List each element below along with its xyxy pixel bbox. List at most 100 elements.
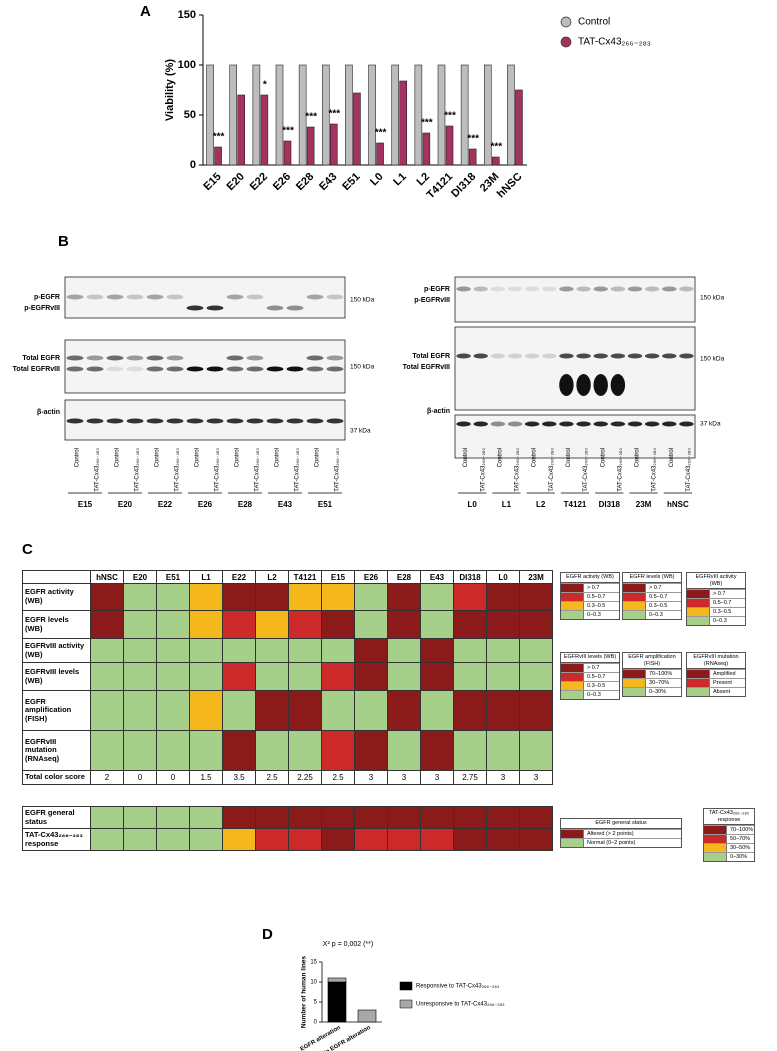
blot-band	[662, 286, 677, 292]
blot-band	[593, 286, 608, 292]
legend-item: 30–70%	[623, 678, 681, 688]
legend-item: 0.5–0.7	[687, 598, 745, 608]
column-header: E43	[420, 570, 454, 584]
color-cell	[486, 583, 520, 611]
blot-band	[593, 353, 608, 359]
color-cell	[354, 690, 388, 731]
color-cell	[486, 690, 520, 731]
color-cell	[222, 806, 256, 829]
color-cell	[453, 730, 487, 771]
column-header: E26	[354, 570, 388, 584]
blot-band	[286, 418, 304, 424]
legend-label: 0.3–0.5	[713, 609, 732, 616]
legend-label: TAT-Cx43₂₆₆₋₂₈₃	[578, 37, 651, 48]
color-cell	[288, 806, 322, 829]
score-cell: 3	[519, 770, 553, 785]
color-cell	[420, 806, 454, 829]
legend-swatch	[561, 829, 584, 838]
blot-band	[66, 366, 84, 372]
blot-band	[306, 418, 324, 424]
panel-label: D	[262, 926, 273, 943]
legend-item: > 0.7	[561, 662, 619, 672]
bar	[345, 64, 353, 166]
color-cell	[156, 690, 190, 731]
lane-label: Control	[532, 448, 538, 467]
blot-band	[576, 286, 591, 292]
blot-band	[627, 421, 643, 427]
legend-swatch	[704, 844, 727, 853]
bar	[260, 94, 269, 166]
color-cell	[123, 610, 157, 639]
color-cell	[222, 662, 256, 691]
blot-band	[490, 353, 506, 359]
column-header: L1	[189, 570, 223, 584]
legend-item: 70–100%	[623, 669, 681, 679]
blot-band	[524, 286, 540, 292]
score-cell: 3	[387, 770, 421, 785]
color-cell	[189, 806, 223, 829]
bar	[321, 64, 330, 166]
legend-title: EGFRvIII levels (WB)	[561, 653, 619, 663]
blot-band	[576, 421, 591, 427]
lane-label: TAT-Cx43₂₆₆₋₂₈₃	[175, 447, 181, 491]
blot-band	[456, 353, 471, 359]
color-cell	[222, 638, 256, 663]
blot-band	[66, 418, 84, 424]
blot-row-label: p-EGFRvIII	[414, 297, 450, 304]
lane-label: Control	[635, 448, 641, 467]
blot-band	[456, 421, 471, 427]
blot-band	[306, 294, 324, 300]
lane-label: Control	[315, 448, 321, 467]
color-cell	[222, 730, 256, 771]
blot-band	[126, 418, 144, 424]
group-label: T4121	[564, 500, 587, 509]
x-tick-label: E22	[248, 171, 270, 193]
legend-swatch	[560, 16, 572, 28]
blot-band	[627, 353, 643, 359]
legend-swatch	[561, 838, 584, 847]
color-cell	[387, 806, 421, 829]
legend-title: EGFR general status	[561, 819, 681, 829]
column-header: E20	[123, 570, 157, 584]
column-header: T4121	[288, 570, 322, 584]
color-cell	[222, 690, 256, 731]
color-cell	[321, 806, 355, 829]
legend-item: 0.5–0.7	[623, 591, 681, 601]
blot-band	[266, 305, 284, 311]
color-cell	[486, 638, 520, 663]
score-cell: 3.5	[222, 770, 256, 785]
significance: ***	[375, 128, 387, 139]
y-tick-label: 0	[314, 1020, 318, 1026]
bar	[214, 146, 222, 166]
blot-band	[490, 421, 506, 427]
lane-label: TAT-Cx43₂₆₆₋₂₈₃	[652, 447, 658, 491]
table-row: TAT-Cx43₂₆₆₋₂₈₃ response	[22, 828, 553, 851]
column-header: E15	[321, 570, 355, 584]
column-header: L2	[255, 570, 289, 584]
blot-panel	[64, 276, 346, 319]
blot-band	[473, 421, 488, 427]
blot-band	[286, 305, 304, 311]
blot-row-label: β-actin	[37, 409, 60, 416]
legend-item: 0.3–0.5	[561, 680, 619, 690]
legend-label: 0–30%	[649, 689, 667, 696]
color-cell	[453, 690, 487, 731]
x-tick-label: L2	[414, 171, 432, 189]
color-cell	[486, 806, 520, 829]
legend-item: > 0.7	[561, 582, 619, 592]
legend-title: EGFR levels (WB)	[623, 573, 681, 583]
column-header: L0	[486, 570, 520, 584]
legend-item: > 0.7	[623, 582, 681, 592]
legend-swatch	[623, 610, 646, 619]
blot-band	[186, 305, 204, 311]
color-cell	[321, 662, 355, 691]
legend-label: Present	[713, 680, 732, 687]
color-cell	[519, 662, 553, 691]
color-cell	[189, 730, 223, 771]
size-label: 150 kDa	[700, 295, 725, 302]
color-cell	[519, 638, 553, 663]
bar	[414, 64, 423, 166]
blot-band	[166, 366, 184, 372]
blot-row-label: Total EGFR	[22, 355, 60, 362]
